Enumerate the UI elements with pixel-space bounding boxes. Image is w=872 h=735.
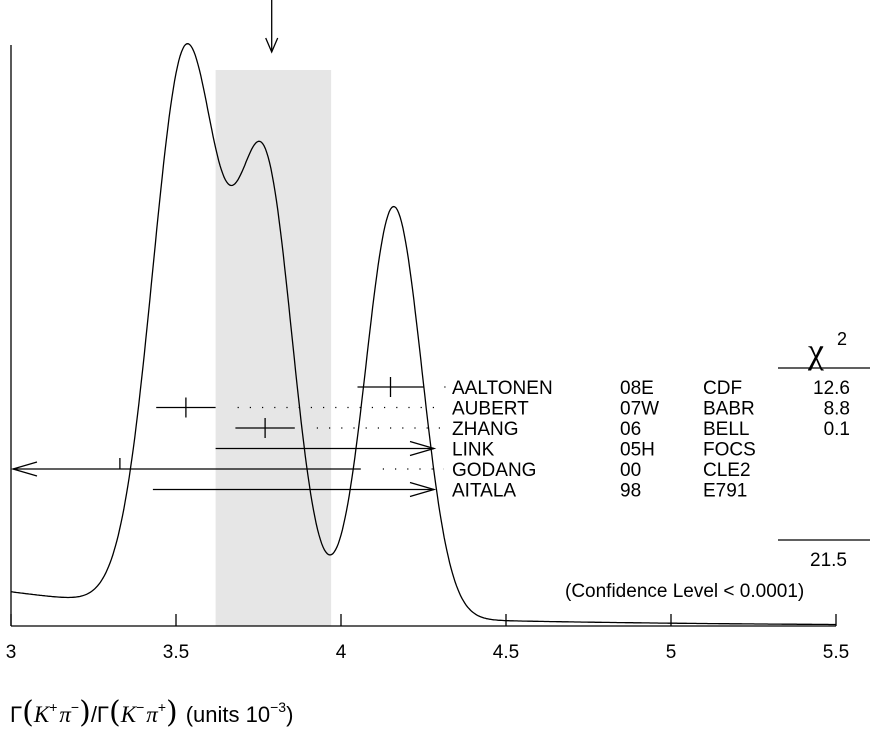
x-ticks: 3 3.5 4 4.5 5 5.5 bbox=[6, 614, 849, 663]
measurement-year: 07W bbox=[620, 399, 659, 420]
average-band bbox=[215, 70, 332, 626]
x-tick-label: 3 bbox=[6, 642, 17, 663]
measurement-arrow-head bbox=[10, 461, 38, 477]
measurement-author: AALTONEN bbox=[452, 378, 553, 399]
measurement-experiment: CLE2 bbox=[703, 460, 751, 481]
measurement-chi2: 0.1 bbox=[824, 419, 850, 440]
measurement-experiment: BELL bbox=[703, 419, 749, 440]
measurement-arrow-head bbox=[409, 481, 437, 498]
x-tick-label: 4 bbox=[336, 642, 347, 663]
ideogram-curve bbox=[10, 43, 836, 626]
measurement-year: 06 bbox=[620, 419, 641, 440]
confidence-level: (Confidence Level < 0.0001) bbox=[565, 581, 804, 602]
average-arrow-head bbox=[265, 37, 279, 54]
measurement-chi2: 12.6 bbox=[813, 378, 850, 399]
measurement-experiment: FOCS bbox=[703, 440, 756, 461]
measurement-arrow-head bbox=[409, 440, 437, 457]
measurement-year: 00 bbox=[620, 460, 641, 481]
x-tick-label: 4.5 bbox=[493, 642, 519, 663]
chi2-total: 21.5 bbox=[810, 550, 847, 571]
measurement-author: GODANG bbox=[452, 460, 536, 481]
measurement-marks: AALTONEN 08E CDF 12.6 AUBERT 07W BABR 8.8 ZHANG 0… bbox=[10, 377, 850, 502]
x-axis-title: Γ(K+π−)/Γ(K−π+) (units 10−3) bbox=[10, 695, 293, 730]
chi2-symbol: χ bbox=[807, 331, 824, 371]
x-tick-label: 3.5 bbox=[163, 642, 189, 663]
x-tick-label: 5.5 bbox=[823, 642, 849, 663]
measurement-chi2: 8.8 bbox=[824, 399, 850, 420]
measurement-author: ZHANG bbox=[452, 419, 519, 440]
measurement-author: AITALA bbox=[452, 481, 516, 502]
measurement-author: LINK bbox=[452, 440, 495, 461]
measurement-year: 98 bbox=[620, 481, 641, 502]
measurement-year: 08E bbox=[620, 378, 654, 399]
chi2-exponent: 2 bbox=[837, 329, 847, 349]
measurement-author: AUBERT bbox=[452, 399, 529, 420]
measurement-experiment: BABR bbox=[703, 399, 755, 420]
measurement-experiment: E791 bbox=[703, 481, 747, 502]
measurement-experiment: CDF bbox=[703, 378, 742, 399]
measurement-year: 05H bbox=[620, 440, 655, 461]
x-tick-label: 5 bbox=[666, 642, 677, 663]
